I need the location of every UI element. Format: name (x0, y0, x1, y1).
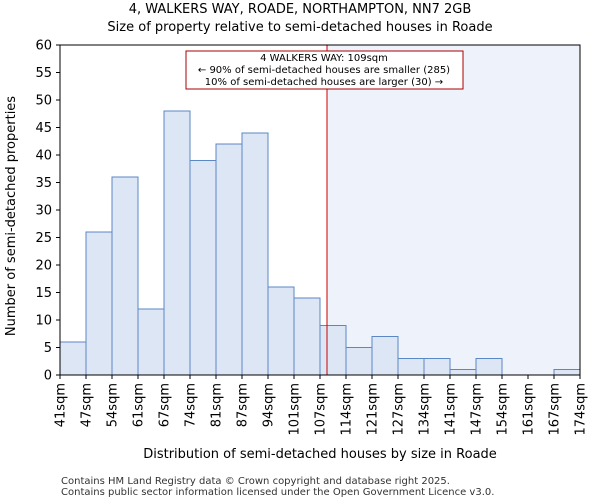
x-tick-label-74sqm: 74sqm (184, 383, 199, 427)
bar-94sqm (267, 286, 295, 376)
x-tick-label-127sqm: 127sqm (392, 383, 407, 436)
bar-147sqm (475, 358, 503, 376)
annotation-line-3: 10% of semi-detached houses are larger (… (205, 77, 443, 88)
y-tick-label-35: 35 (35, 176, 52, 191)
annotation-line-1: 4 WALKERS WAY: 109sqm (260, 53, 388, 64)
y-tick-label-45: 45 (35, 121, 52, 136)
x-tick-label-161sqm: 161sqm (522, 383, 537, 436)
chart-subtitle: Size of property relative to semi-detach… (107, 20, 492, 35)
y-tick-label-25: 25 (35, 231, 52, 246)
x-tick-label-81sqm: 81sqm (210, 383, 225, 427)
y-tick-label-5: 5 (44, 341, 52, 356)
x-tick-label-107sqm: 107sqm (314, 383, 329, 436)
bars-group (59, 110, 581, 376)
bar-67sqm (163, 110, 191, 376)
bar-107sqm (319, 325, 347, 376)
bar-41sqm (59, 341, 87, 376)
bar-114sqm (345, 347, 373, 376)
x-tick-label-54sqm: 54sqm (106, 383, 121, 427)
bar-127sqm (397, 358, 425, 376)
x-tick-label-67sqm: 67sqm (158, 383, 173, 427)
y-tick-label-50: 50 (35, 94, 52, 109)
bar-61sqm (137, 308, 165, 376)
bar-141sqm (449, 369, 477, 376)
x-tick-label-41sqm: 41sqm (54, 383, 69, 427)
x-axis-label: Distribution of semi-detached houses by … (143, 447, 497, 462)
x-tick-label-47sqm: 47sqm (80, 383, 95, 427)
x-tick-label-94sqm: 94sqm (262, 383, 277, 427)
y-ticks-group: 0 5 10 15 20 25 30 35 40 45 50 55 60 (35, 39, 60, 384)
x-tick-label-141sqm: 141sqm (444, 383, 459, 436)
bar-167sqm (553, 369, 581, 376)
x-tick-label-174sqm: 174sqm (574, 383, 589, 436)
y-tick-label-40: 40 (35, 149, 52, 164)
bar-74sqm (189, 160, 217, 376)
y-tick-label-10: 10 (35, 314, 52, 329)
x-tick-label-134sqm: 134sqm (418, 383, 433, 436)
chart-title: 4, WALKERS WAY, ROADE, NORTHAMPTON, NN7 … (129, 2, 472, 17)
y-tick-label-60: 60 (35, 39, 52, 54)
x-tick-label-147sqm: 147sqm (470, 383, 485, 436)
bar-101sqm (293, 297, 321, 376)
x-tick-label-87sqm: 87sqm (236, 383, 251, 427)
y-tick-label-15: 15 (35, 286, 52, 301)
x-tick-label-154sqm: 154sqm (496, 383, 511, 436)
y-tick-label-55: 55 (35, 66, 52, 81)
bar-134sqm (423, 358, 451, 376)
bar-121sqm (371, 336, 399, 376)
bar-47sqm (85, 231, 113, 376)
bar-81sqm (215, 143, 243, 376)
y-tick-label-20: 20 (35, 259, 52, 274)
y-tick-label-0: 0 (44, 369, 52, 384)
bar-54sqm (111, 176, 139, 376)
x-ticks-group: 41sqm 47sqm 54sqm 61sqm 67sqm 74sqm 81sqm 87sqm… (54, 375, 589, 436)
x-tick-label-167sqm: 167sqm (548, 383, 563, 436)
x-tick-label-101sqm: 101sqm (288, 383, 303, 436)
annotation-box (185, 50, 464, 90)
footer-line-2: Contains public sector information licen… (61, 487, 494, 498)
y-tick-label-30: 30 (35, 204, 52, 219)
bar-87sqm (241, 132, 269, 376)
x-tick-label-121sqm: 121sqm (366, 383, 381, 436)
footer-line-1: Contains HM Land Registry data © Crown c… (61, 476, 450, 487)
x-tick-label-114sqm: 114sqm (340, 383, 355, 436)
annotation-line-2: ← 90% of semi-detached houses are smalle… (198, 65, 450, 76)
larger-region-background (327, 45, 580, 375)
y-axis-label: Number of semi-detached properties (4, 96, 19, 336)
x-tick-label-61sqm: 61sqm (132, 383, 147, 427)
